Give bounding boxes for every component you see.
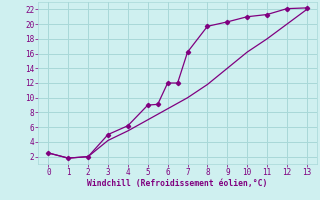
- X-axis label: Windchill (Refroidissement éolien,°C): Windchill (Refroidissement éolien,°C): [87, 179, 268, 188]
